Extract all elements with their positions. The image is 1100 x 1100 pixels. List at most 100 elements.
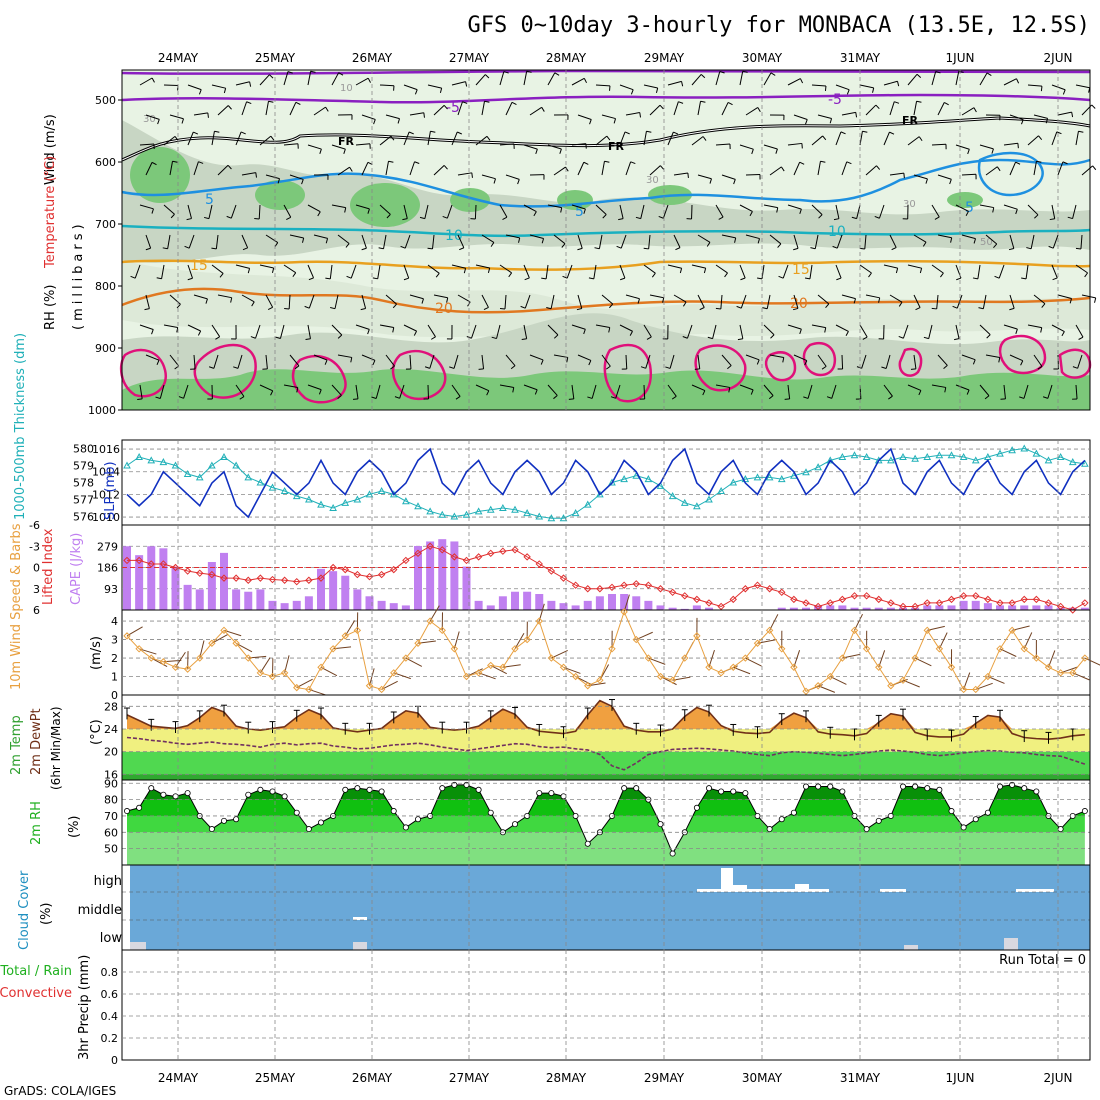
- cape-bar: [244, 591, 253, 610]
- wind-barb: [429, 354, 435, 369]
- cape-bar: [232, 589, 241, 610]
- wind-barb: [913, 174, 928, 180]
- wind-barb-flag: [275, 336, 281, 340]
- cape-bar: [183, 584, 192, 610]
- wind-barb-flag: [394, 396, 400, 399]
- wind-barb: [145, 354, 160, 361]
- wind-barb: [763, 144, 778, 150]
- rh2m-point: [912, 783, 919, 790]
- cape-tick: 186: [97, 562, 118, 575]
- wind-barb-flag: [665, 366, 671, 369]
- wind-barb: [235, 264, 250, 269]
- cape-bar: [789, 607, 798, 610]
- wind-barb-flag: [918, 136, 923, 142]
- thickness-point: [474, 507, 483, 515]
- rh2m-point: [560, 793, 567, 800]
- wind10-point: [911, 654, 919, 662]
- wind-barb: [811, 204, 823, 216]
- wind-barb: [643, 131, 647, 146]
- wind-barb-flag: [403, 277, 409, 281]
- wind-barb: [379, 204, 391, 215]
- wind-barb: [187, 131, 194, 146]
- thickness-point: [596, 490, 604, 498]
- wind-barb-flag: [493, 178, 496, 184]
- li-point: [523, 553, 531, 561]
- wind-barb: [721, 102, 729, 116]
- wind-barb-flag: [583, 161, 589, 165]
- wind-barb-flag: [560, 207, 563, 213]
- rh2m-point: [706, 785, 713, 792]
- rh2m-panel: 90 80 70 60 50 2m RH (%): [29, 777, 1091, 866]
- wind-barb-flag: [972, 277, 978, 280]
- wind10m-panel: 4 3 2 1 0 10m Wind Speed & Barbs (m/s): [9, 523, 1100, 702]
- wind-barb-flag: [775, 148, 778, 154]
- thickness-point: [923, 452, 932, 460]
- wind-barb: [907, 136, 920, 146]
- wind10-point: [159, 658, 168, 666]
- wind-barb: [691, 264, 706, 269]
- wind-barb: [1003, 204, 1018, 210]
- wind-barb-flag: [740, 277, 746, 281]
- cape-bar: [996, 605, 1004, 610]
- wind10-barb: [381, 680, 398, 690]
- wind-barb-flag: [925, 178, 928, 184]
- thickness-point: [959, 452, 968, 460]
- li-point: [353, 570, 362, 579]
- wind10-point: [644, 654, 653, 662]
- wind-barb-flag: [325, 277, 331, 280]
- wind10-point: [390, 669, 398, 677]
- wind-barb-flag: [442, 215, 448, 219]
- wind-barb: [145, 162, 153, 176]
- wind10-barb: [660, 676, 677, 686]
- cape-bar: [135, 555, 144, 610]
- wind-barb: [836, 234, 843, 249]
- wind-barb-flag: [510, 365, 516, 370]
- wind10-point: [511, 645, 519, 653]
- li-point: [693, 595, 701, 604]
- upper-wind-barbs: [130, 70, 1097, 400]
- wind-barb: [577, 162, 585, 176]
- wind-barb: [432, 234, 435, 249]
- wind-barb-flag: [940, 272, 944, 278]
- rh2m-point: [184, 790, 191, 797]
- wind-barb-flag: [618, 218, 624, 221]
- wind-barb-flag: [239, 396, 245, 400]
- thickness-point: [668, 492, 677, 500]
- li-point: [875, 595, 883, 604]
- thickness-point: [765, 473, 774, 481]
- wind-barb: [793, 354, 808, 362]
- rh-mid-band: [122, 260, 1090, 343]
- wind-barb-flag: [352, 398, 359, 400]
- wind-barb: [1057, 161, 1064, 176]
- wind-barb-flag: [576, 307, 582, 311]
- wind-barb: [763, 204, 778, 209]
- wind-barb-flag: [715, 307, 721, 310]
- wind-barb-flag: [734, 237, 737, 243]
- wind-barb: [187, 324, 201, 332]
- cape-bar: [292, 600, 301, 610]
- wind-barb-flag: [172, 160, 178, 163]
- wind-barb-flag: [630, 89, 634, 95]
- wind-barb-flag: [1040, 327, 1043, 333]
- cape-bar: [377, 600, 386, 610]
- wind-barb: [835, 84, 850, 91]
- wind-barb-flag: [491, 336, 497, 340]
- wind-barb-flag: [757, 238, 761, 244]
- li-point: [487, 549, 495, 558]
- wind-barb: [640, 204, 645, 219]
- wind-barb-flag: [137, 398, 143, 400]
- wind-barb-flag: [605, 365, 611, 370]
- wind-barb: [169, 114, 184, 120]
- wind-barb-flag: [780, 166, 785, 172]
- rh2m-point: [900, 783, 907, 790]
- rh2m-point: [390, 808, 397, 815]
- wind-barb: [817, 114, 832, 119]
- slp-line: [126, 447, 1086, 519]
- wind10-point: [656, 672, 665, 681]
- wind-barb-flag: [296, 387, 299, 393]
- wind-barb: [211, 84, 226, 89]
- wind10-point: [923, 626, 931, 635]
- wind-barb-flag: [923, 336, 929, 340]
- li-point: [535, 560, 543, 568]
- wind-barb: [766, 294, 771, 309]
